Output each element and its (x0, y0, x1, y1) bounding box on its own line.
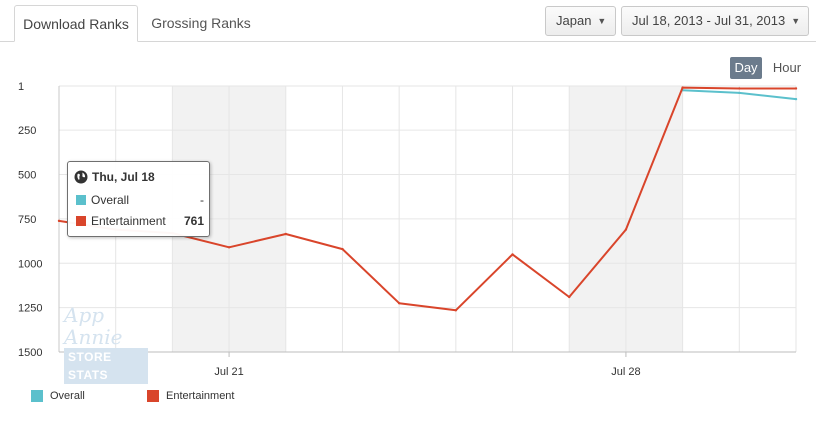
caret-down-icon: ▼ (791, 16, 801, 26)
legend-swatch-entertainment (147, 390, 159, 402)
tooltip-series-value: 761 (183, 214, 204, 228)
y-tick-label: 500 (18, 170, 36, 182)
x-tick-label: Jul 21 (214, 366, 243, 378)
tooltip-series-name: Entertainment (91, 214, 166, 228)
data-point-entertainment (511, 253, 514, 256)
legend-item-entertainment[interactable]: Entertainment (147, 390, 234, 402)
date-range-label: Jul 18, 2013 - Jul 31, 2013 (632, 13, 786, 28)
overall-swatch (76, 195, 86, 205)
y-tick-label: 250 (18, 125, 36, 137)
legend-label-entertainment: Entertainment (166, 390, 235, 402)
legend-swatch-overall (31, 390, 43, 402)
data-point-entertainment (738, 87, 741, 90)
data-point-entertainment (568, 295, 571, 299)
tooltip-row-overall: Overall - (76, 193, 204, 207)
country-dropdown[interactable]: Japan ▼ (545, 6, 616, 36)
data-point-overall (794, 97, 798, 101)
date-range-dropdown[interactable]: Jul 18, 2013 - Jul 31, 2013 ▼ (621, 6, 809, 36)
tab-bar: Download Ranks Grossing Ranks (0, 0, 816, 42)
data-point-entertainment (57, 219, 61, 223)
data-point-entertainment (794, 87, 798, 90)
data-point-overall (738, 91, 741, 95)
data-point-entertainment (284, 232, 287, 236)
tab-bar-divider (0, 41, 816, 42)
y-tick-label: 1 (18, 81, 24, 93)
data-point-entertainment (341, 247, 344, 251)
caret-down-icon: ▼ (597, 16, 607, 26)
x-tick-label: Jul 28 (611, 366, 640, 378)
data-point-entertainment (454, 309, 458, 312)
chart-tooltip: Thu, Jul 18 Overall - Entertainment 761 (67, 161, 210, 237)
tab-download-ranks[interactable]: Download Ranks (14, 5, 138, 42)
tooltip-header: Thu, Jul 18 (74, 170, 155, 184)
y-tick-label: 1000 (18, 258, 42, 270)
country-dropdown-label: Japan (556, 13, 592, 28)
tooltip-series-name: Overall (91, 193, 130, 207)
data-point-entertainment (681, 86, 684, 89)
y-tick-label: 1250 (18, 303, 42, 315)
tooltip-title: Thu, Jul 18 (92, 170, 155, 184)
entertainment-swatch (76, 216, 86, 226)
data-point-entertainment (397, 302, 401, 305)
tab-grossing-ranks[interactable]: Grossing Ranks (151, 15, 251, 31)
y-tick-label: 750 (18, 214, 36, 226)
tooltip-series-value: - (200, 193, 204, 207)
legend-label-overall: Overall (50, 390, 85, 402)
granularity-day-button[interactable]: Day (730, 57, 762, 79)
y-tick-label: 1500 (18, 347, 42, 359)
data-point-entertainment (624, 228, 628, 231)
globe-icon (74, 170, 88, 184)
data-point-entertainment (227, 246, 231, 249)
tooltip-row-entertainment: Entertainment 761 (76, 214, 204, 228)
legend-item-overall[interactable]: Overall (31, 390, 85, 402)
granularity-hour-button[interactable]: Hour (772, 60, 802, 75)
